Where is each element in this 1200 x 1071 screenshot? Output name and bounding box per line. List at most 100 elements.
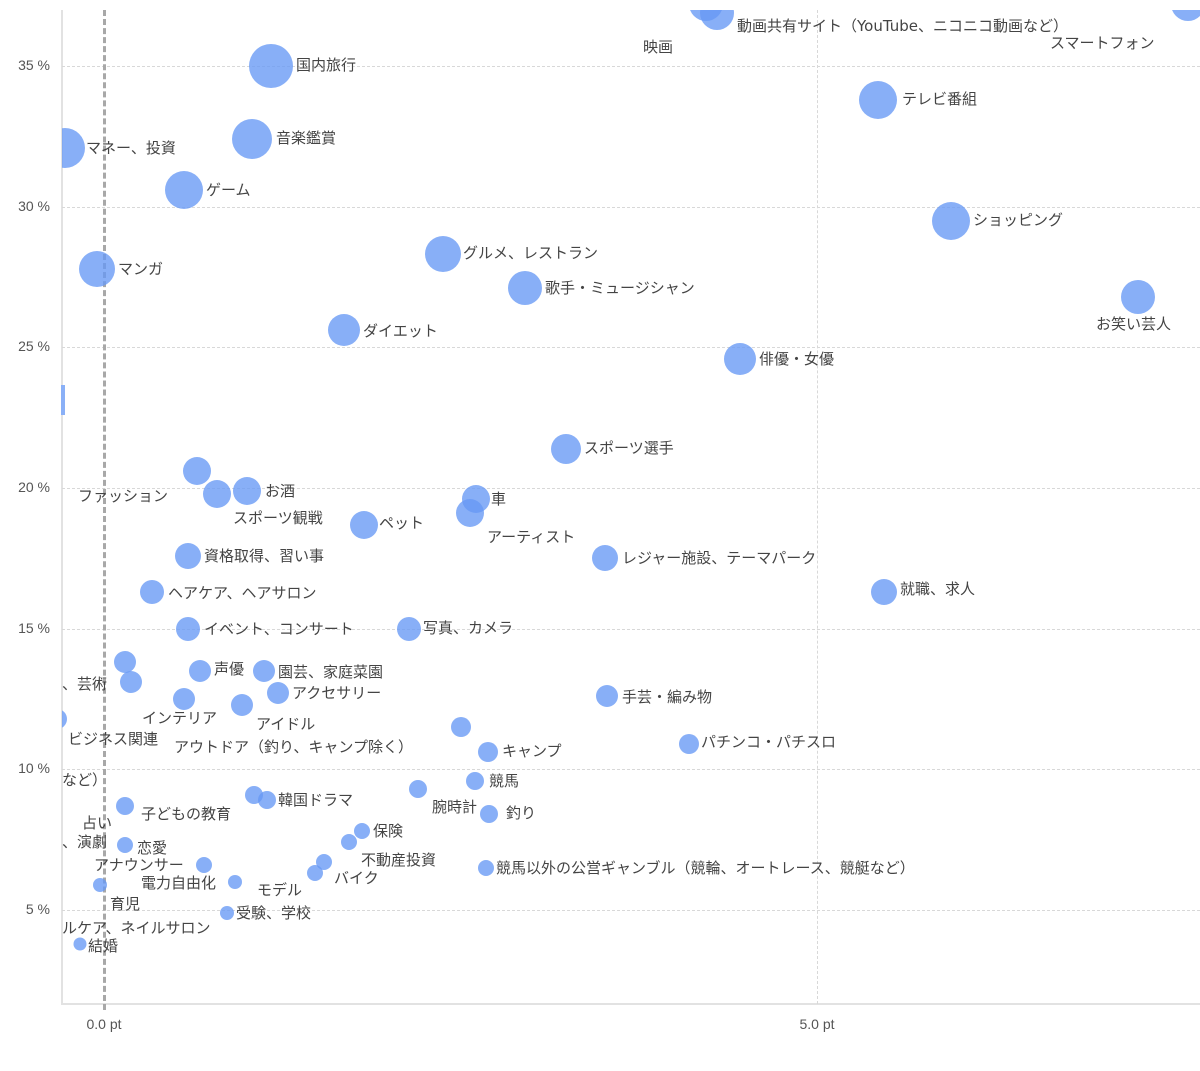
bubble-label: 電力自由化 <box>141 874 217 892</box>
bubble-label: 不動産投資 <box>361 851 437 869</box>
bubble-point[interactable] <box>341 834 358 851</box>
bubble-label: スマートフォン <box>1050 34 1155 52</box>
gridline-horizontal <box>62 769 1200 771</box>
bubble-point[interactable] <box>228 874 243 889</box>
bubble-point[interactable] <box>591 545 618 572</box>
y-tick-label: 35 % <box>18 57 50 73</box>
bubble-label: マンガ <box>118 260 164 278</box>
bubble-point[interactable] <box>871 579 898 606</box>
bubble-label: ヘアケア、ヘアサロン <box>168 584 317 602</box>
bubble-label: テレビ番組 <box>902 90 978 108</box>
bubble-point[interactable] <box>1120 279 1155 314</box>
bubble-point[interactable] <box>354 823 371 840</box>
bubble-point[interactable] <box>425 236 462 273</box>
bubble-label: 就職、求人 <box>900 580 976 598</box>
bubble-label: ショッピング <box>973 211 1064 229</box>
bubble-point[interactable] <box>456 499 485 528</box>
bubble-point[interactable] <box>450 717 471 738</box>
bubble-point[interactable] <box>327 314 360 347</box>
bubble-point[interactable] <box>172 688 195 710</box>
bubble-label: ダイエット <box>363 322 438 340</box>
bubble-point[interactable] <box>219 905 234 920</box>
bubble-point[interactable] <box>551 433 582 464</box>
bubble-point[interactable] <box>232 476 261 505</box>
bubble-point[interactable] <box>195 856 212 873</box>
bubble-point[interactable] <box>478 859 495 876</box>
bubble-point[interactable] <box>349 510 378 539</box>
bubble-point[interactable] <box>408 780 427 799</box>
bubble-label: 競馬 <box>489 772 520 790</box>
bubble-label: アナウンサー <box>94 856 184 874</box>
bubble-label: グルメ、レストラン <box>463 244 599 262</box>
bubble-point[interactable] <box>231 693 254 716</box>
bubble-point[interactable] <box>120 671 143 694</box>
gridline-vertical <box>817 10 818 1004</box>
bubble-label: 、演劇 <box>62 833 108 851</box>
bubble-point[interactable] <box>477 742 498 763</box>
bubble-point[interactable] <box>232 119 273 160</box>
bubble-point[interactable] <box>248 44 293 88</box>
bubble-point[interactable] <box>116 796 135 815</box>
bubble-label: 、芸術 <box>62 675 108 693</box>
bubble-point[interactable] <box>176 616 201 641</box>
bubble-point[interactable] <box>723 342 756 375</box>
bubble-point[interactable] <box>202 479 231 508</box>
bubble-point[interactable] <box>932 201 971 240</box>
bubble-point[interactable] <box>175 542 202 569</box>
bubble-point[interactable] <box>164 170 203 209</box>
y-tick-label: 20 % <box>18 479 50 495</box>
bubble-point[interactable] <box>465 771 484 790</box>
plot-area <box>62 10 1200 1004</box>
bubble-label: レジャー施設、テーマパーク <box>622 549 817 567</box>
bubble-point[interactable] <box>678 734 699 754</box>
bubble-label: 園芸、家庭菜園 <box>278 663 384 681</box>
bubble-label: 車 <box>491 490 507 508</box>
bubble-point[interactable] <box>1170 10 1200 22</box>
bubble-label: ビジネス関連 <box>68 730 159 748</box>
y-tick-label: 25 % <box>18 338 50 355</box>
bubble-label: ファッション <box>78 487 169 505</box>
bubble-point[interactable] <box>73 937 87 951</box>
bubble-point[interactable] <box>480 805 499 824</box>
bubble-label: 俳優・女優 <box>759 350 835 368</box>
scroll-indicator[interactable] <box>61 385 65 415</box>
bubble-point[interactable] <box>114 651 137 674</box>
gridline-horizontal <box>62 488 1200 489</box>
bubble-point[interactable] <box>188 659 211 682</box>
bubble-point[interactable] <box>507 271 542 306</box>
bubble-label: 音楽鑑賞 <box>276 129 337 147</box>
bubble-label: ルケア、ネイルサロン <box>62 919 211 937</box>
y-tick-label: 10 % <box>18 760 50 777</box>
bubble-point[interactable] <box>140 580 165 605</box>
y-tick-label: 30 % <box>18 197 50 214</box>
bubble-point[interactable] <box>266 682 289 705</box>
bubble-point[interactable] <box>92 877 107 892</box>
bubble-label: 腕時計 <box>432 798 478 816</box>
bubble-label: バイク <box>334 869 379 887</box>
bubble-point[interactable] <box>62 708 67 729</box>
bubble-point[interactable] <box>397 616 422 641</box>
bubble-point[interactable] <box>62 127 86 168</box>
bubble-point[interactable] <box>688 10 723 22</box>
bubble-point[interactable] <box>252 659 275 682</box>
bubble-label: 占い <box>82 814 113 832</box>
bubble-label: 保険 <box>373 822 404 840</box>
bubble-label: パチンコ・パチスロ <box>701 733 837 751</box>
bubble-point[interactable] <box>307 865 324 882</box>
x-axis-line <box>61 1003 1200 1005</box>
bubble-point[interactable] <box>78 250 115 287</box>
bubble-label: アイドル <box>256 715 316 733</box>
bubble-label: 韓国ドラマ <box>278 791 354 809</box>
bubble-label: 映画 <box>643 38 674 56</box>
bubble-label: アウトドア（釣り、キャンプ除く） <box>174 738 413 756</box>
bubble-point[interactable] <box>596 685 619 708</box>
bubble-label: 恋愛 <box>137 839 168 857</box>
bubble-point[interactable] <box>859 80 898 119</box>
bubble-point[interactable] <box>117 837 134 854</box>
bubble-point[interactable] <box>257 791 276 810</box>
bubble-point[interactable] <box>182 457 211 486</box>
y-tick-label: 5 % <box>25 901 50 917</box>
bubble-label: 資格取得、習い事 <box>204 547 325 565</box>
bubble-label: スポーツ観戦 <box>233 509 323 527</box>
